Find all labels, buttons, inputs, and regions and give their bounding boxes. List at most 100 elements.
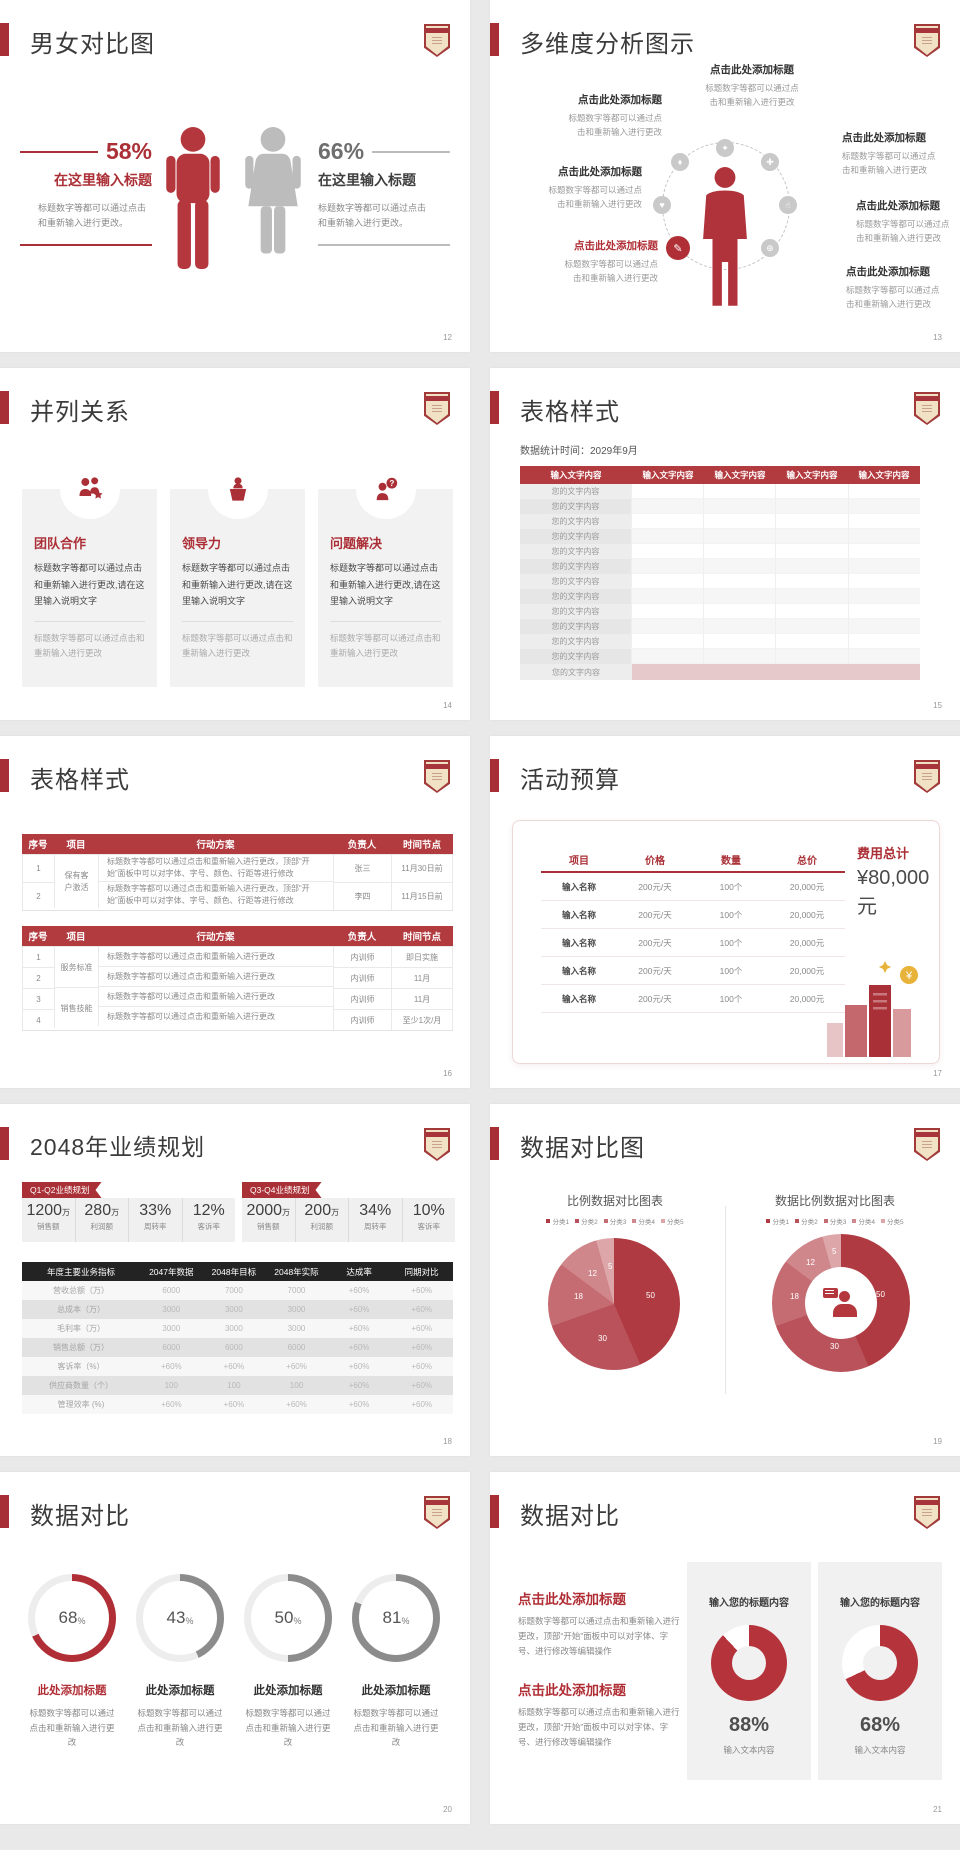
callout-body: 标题数字等都可以通过点 击和重新输入进行更改 bbox=[548, 185, 642, 209]
table-row: 您的文字内容 bbox=[520, 649, 920, 664]
table-cell: 销售总额（万） bbox=[53, 1343, 109, 1352]
slide-thumbnail-21[interactable]: 数据对比 点击此处添加标题 标题数字等都可以通过点击和重新输入进行更改，顶部“开… bbox=[490, 1472, 960, 1824]
donut-chart: 50 30 18 12 5 bbox=[772, 1234, 910, 1372]
table-row: 总成本（万） 3000 3000 3000 +60% +60% bbox=[22, 1300, 453, 1319]
donut-panel: 输入您的标题内容 88% 输入文本内容 bbox=[687, 1562, 811, 1780]
table-row: 您的文字内容 bbox=[520, 589, 920, 604]
female-figure-icon bbox=[245, 127, 301, 254]
empty-cell bbox=[775, 649, 848, 664]
table-cell: 7000 bbox=[224, 1286, 243, 1295]
donut-chart-title: 数据比例数据对比图表 bbox=[774, 1194, 895, 1208]
item-qty: 100个 bbox=[719, 993, 743, 1004]
table-row: 客诉率（%） +60% +60% +60% +60% +60% bbox=[22, 1357, 453, 1376]
slide-title: 数据对比 bbox=[520, 1503, 620, 1530]
row-label-cell: 您的文字内容 bbox=[520, 604, 631, 619]
slide-thumbnail-12[interactable]: 男女对比图 58% 在这里输入标题 标题数字等都可以通过点击 和重新输入进行更改。… bbox=[0, 0, 470, 352]
header-cell: 总价 bbox=[797, 855, 817, 867]
slide-thumbnail-20[interactable]: 数据对比 68% 此处添加标题 标题数字等都可以通过点击和重新输入进行更改 43… bbox=[0, 1472, 470, 1824]
empty-cell bbox=[703, 589, 776, 604]
panel-heading: 输入您的标题内容 bbox=[840, 1598, 920, 1609]
row-label-cell: 您的文字内容 bbox=[520, 619, 631, 634]
table-row: 输入名称 200元/天 100个 20,000元 bbox=[541, 873, 845, 901]
feature-card-teamwork: 团队合作 标题数字等都可以通过点击和重新输入进行更改,请在这里输入说明文字 标题… bbox=[22, 459, 157, 687]
legend-item: 分类3 bbox=[603, 1216, 626, 1226]
divider bbox=[372, 150, 450, 153]
empty-cell bbox=[703, 574, 776, 589]
callout-block: 点击此处添加标题 标题数字等都可以通过点 击和重新输入进行更改 bbox=[842, 130, 960, 177]
stat-item: 1200万 销售额 bbox=[26, 1202, 71, 1231]
slide-title: 数据对比图 bbox=[520, 1135, 645, 1162]
total-value: ¥80,000元 bbox=[857, 867, 930, 918]
table-cell: +60% bbox=[348, 1324, 370, 1333]
table-row: 输入名称 200元/天 100个 20,000元 bbox=[541, 901, 845, 929]
table-row: 毛利率（万） 3000 3000 3000 +60% +60% bbox=[22, 1319, 453, 1338]
callout-block: 点击此处添加标题 标题数字等都可以通过点 击和重新输入进行更改 bbox=[856, 198, 960, 245]
slide-thumbnail-14[interactable]: 并列关系 团队合作 标题数字等都可以通过点击和重新输入进行更改,请在这里输入说明… bbox=[0, 368, 470, 720]
callout-title: 点击此处添加标题 bbox=[846, 266, 930, 278]
title-accent-bar bbox=[490, 759, 499, 792]
svg-text:?: ? bbox=[389, 479, 394, 488]
businessman-silhouette bbox=[703, 167, 747, 306]
slice-label: 50 bbox=[876, 1290, 885, 1299]
empty-cell bbox=[847, 484, 920, 499]
table-cell: 3000 bbox=[224, 1305, 243, 1314]
progress-ring: 68% bbox=[28, 1574, 116, 1662]
callout-block: 点击此处添加标题 标题数字等都可以通过点 击和重新输入进行更改 bbox=[508, 238, 658, 285]
male-body: 标题数字等都可以通过点击 和重新输入进行更改。 bbox=[38, 203, 147, 228]
col-plan: 标题数字等都可以通过点击和重新输入进行更改，顶部“开始”面板中可以对字体、字号、… bbox=[98, 854, 333, 910]
empty-cell bbox=[630, 604, 704, 619]
slice-label: 18 bbox=[790, 1292, 799, 1301]
legend-item: 分类4 bbox=[632, 1216, 655, 1226]
slide-thumbnail-15[interactable]: 表格样式 数据统计时间：2029年9月 输入文字内容 输入文字内容 输入文字内容 输入… bbox=[490, 368, 960, 720]
page-number: 15 bbox=[933, 701, 942, 710]
gauge-value: 50 bbox=[274, 1608, 294, 1627]
callout-body: 标题数字等都可以通过点 击和重新输入进行更改 bbox=[564, 259, 658, 283]
legend-swatch bbox=[795, 1219, 800, 1223]
pie-chart-title: 比例数据对比图表 bbox=[566, 1194, 663, 1208]
empty-cell bbox=[630, 649, 704, 664]
slide-title: 2048年业绩规划 bbox=[30, 1134, 206, 1160]
heart-icon: ♥ bbox=[653, 196, 671, 214]
table-body: 营收总额（万） 6000 7000 7000 +60% +60% 总成本（万） 3000 30… bbox=[22, 1281, 453, 1414]
col-owner: 张三 李四 bbox=[333, 854, 391, 910]
table-cell: 6000 bbox=[162, 1286, 181, 1295]
empty-cell bbox=[775, 619, 848, 634]
slide-thumbnail-13[interactable]: 多维度分析图示 点击此处添加标题 标题数字等都可以通过点 击和重新输入进行更改 点… bbox=[490, 0, 960, 352]
table-cell: +60% bbox=[411, 1362, 433, 1371]
row-label-cell: 您的文字内容 bbox=[520, 484, 631, 499]
empty-cell bbox=[847, 559, 920, 574]
table-cell: 6000 bbox=[287, 1343, 306, 1352]
table-row: 输入名称 200元/天 100个 20,000元 bbox=[541, 929, 845, 957]
table-row: 您的文字内容 bbox=[520, 574, 920, 589]
empty-cell bbox=[703, 559, 776, 574]
buildings-illustration: ¥ bbox=[827, 961, 918, 1057]
empty-cell bbox=[630, 529, 704, 544]
empty-cell bbox=[775, 544, 848, 559]
item-price: 200元/天 bbox=[638, 965, 672, 976]
q3-q4-stats-panel: 2000万 销售额 200万 利润额 34% 周转率 10% 客诉率 bbox=[242, 1198, 455, 1242]
stat-item: 2000万 销售额 bbox=[246, 1202, 291, 1231]
slide-thumbnail-19[interactable]: 数据对比图 比例数据对比图表 数据比例数据对比图表 分类1 分类2 分类3 分类4 分类… bbox=[490, 1104, 960, 1456]
legend-item: 分类1 bbox=[766, 1216, 789, 1226]
header-cell: 序号 bbox=[28, 840, 48, 851]
panel-caption: 输入文本内容 bbox=[854, 1745, 906, 1755]
lock-icon: ✚ bbox=[761, 153, 779, 171]
table-cell: 100 bbox=[164, 1381, 178, 1390]
slide-thumbnail-17[interactable]: 活动预算 项目 价格 数量 总价 输入名称 200元/天 100个 20,000… bbox=[490, 736, 960, 1088]
table-row: 您的文字内容 bbox=[520, 664, 920, 680]
slide-thumbnail-18[interactable]: 2048年业绩规划 Q1-Q2业绩规划 Q3-Q4业绩规划 1200万 销售额 … bbox=[0, 1104, 470, 1456]
item-qty: 100个 bbox=[719, 909, 743, 920]
empty-cell bbox=[847, 634, 920, 649]
card-body: 标题数字等都可以通过点击和重新输入进行更改,请在这里输入说明文字 bbox=[330, 563, 441, 606]
col-owner: 内训师 内训师 内训师 内训师 bbox=[333, 946, 391, 1030]
item-price: 200元/天 bbox=[638, 937, 672, 948]
row-label-cell: 您的文字内容 bbox=[520, 514, 631, 529]
pie-chart: 50 30 18 12 5 bbox=[548, 1238, 680, 1370]
page-number: 16 bbox=[443, 1069, 452, 1078]
table-row: 您的文字内容 bbox=[520, 619, 920, 634]
row-label-cell: 您的文字内容 bbox=[520, 664, 632, 680]
header-cell: 负责人 bbox=[347, 840, 377, 851]
